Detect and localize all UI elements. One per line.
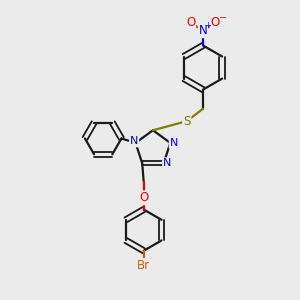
Text: +: + <box>205 21 212 30</box>
Text: O: O <box>139 191 148 204</box>
Text: N: N <box>170 138 178 148</box>
Text: Br: Br <box>137 259 150 272</box>
Text: O: O <box>186 16 195 29</box>
Text: −: − <box>219 13 227 23</box>
Text: N: N <box>163 158 171 168</box>
Text: N: N <box>199 24 207 37</box>
Text: N: N <box>130 136 138 146</box>
Text: O: O <box>211 16 220 29</box>
Text: S: S <box>183 115 190 128</box>
